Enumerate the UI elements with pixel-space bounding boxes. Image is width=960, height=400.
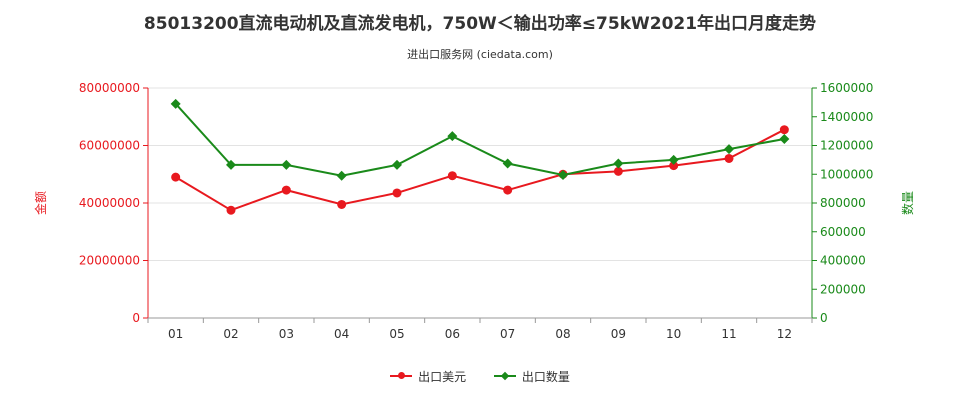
left-tick-label: 80000000 [79,81,140,95]
legend-swatch-red [390,372,413,379]
left-tick-label: 20000000 [79,254,140,268]
x-tick-label: 03 [279,327,294,341]
series-line-1 [174,103,785,177]
left-axis-label: 金额 [33,191,48,215]
series-layer [170,98,790,215]
data-point-value [724,153,734,163]
legend-item-export-quantity[interactable]: 出口数量 [493,368,570,385]
data-point-quantity [558,169,568,180]
x-tick-label: 01 [168,327,183,341]
data-point-quantity [613,158,624,169]
data-point-quantity [336,170,347,181]
data-point-value [226,205,236,215]
right-tick-label: 400000 [820,254,866,268]
data-point-quantity [447,131,458,142]
data-point-value [503,185,513,195]
x-tick-label: 07 [500,327,515,341]
data-point-value [337,199,347,209]
x-axis-ticks: 01 02 03 04 05 06 07 08 09 10 11 12 [147,318,813,341]
data-point-value [281,185,291,195]
circle-marker-icon [398,372,406,379]
x-tick-label: 10 [666,327,681,341]
left-tick-label: 40000000 [79,196,140,210]
x-tick-label: 09 [611,327,626,341]
x-tick-label: 02 [223,327,238,341]
data-point-quantity [668,154,679,165]
legend: 出口美元 出口数量 [0,366,960,385]
chart-subtitle: 进出口服务网 (ciedata.com) [407,48,553,61]
right-axis-label: 数量 [900,191,915,215]
right-tick-label: 1000000 [820,167,873,181]
left-tick-label: 0 [132,311,140,325]
data-point-quantity [281,159,292,170]
data-point-quantity [779,134,790,145]
x-tick-label: 08 [555,327,570,341]
data-point-value [669,161,679,171]
data-point-quantity [392,159,402,170]
series-line-0 [175,128,785,212]
data-point-quantity [502,158,513,169]
data-point-value [171,172,181,182]
data-point-value [779,125,789,135]
data-point-value [447,171,457,181]
left-axis-ticks: 0 20000000 40000000 60000000 80000000 [79,81,148,325]
left-tick-label: 60000000 [79,139,140,153]
data-point-value [613,166,623,176]
data-point-quantity [170,98,181,109]
right-axis-ticks: 0 200000 400000 600000 800000 1000000 1200000 1… [812,81,873,325]
right-tick-label: 1400000 [820,110,873,124]
legend-label: 出口数量 [521,369,570,384]
right-tick-label: 1200000 [820,139,873,153]
right-tick-label: 200000 [820,282,866,296]
right-tick-label: 600000 [820,225,866,239]
x-tick-label: 04 [334,327,349,341]
right-tick-label: 800000 [820,196,866,210]
data-point-value [392,188,402,198]
data-point-quantity [724,144,734,155]
x-tick-label: 06 [445,327,460,341]
x-tick-label: 11 [721,327,736,341]
legend-item-export-value[interactable]: 出口美元 [390,368,466,385]
legend-swatch-green [493,371,516,381]
chart-title: 85013200直流电动机及直流发电机，750W＜输出功率≤75kW2021年出… [143,14,817,34]
legend-label: 出口美元 [418,369,467,384]
right-tick-label: 1600000 [820,81,873,95]
right-tick-label: 0 [820,311,828,325]
data-point-quantity [226,159,236,170]
diamond-marker-icon [500,371,510,381]
grid-lines [148,87,812,319]
x-tick-label: 12 [777,327,792,341]
x-tick-label: 05 [389,327,404,341]
